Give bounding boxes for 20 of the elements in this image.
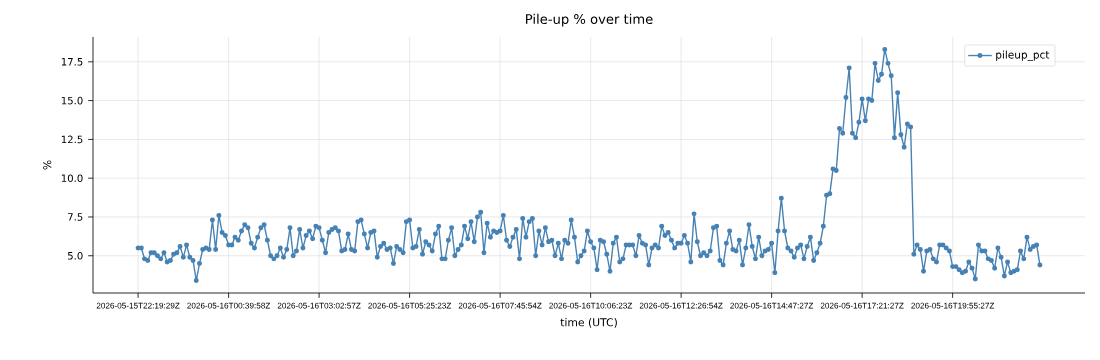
x-axis-title: time (UTC) xyxy=(560,318,617,328)
x-tick-label: 2026-05-15T22:19:29Z xyxy=(96,302,180,309)
x-tick-label: 2026-05-16T03:02:57Z xyxy=(277,302,361,309)
y-tick-label: 10.0 xyxy=(61,174,83,183)
y-axis-title: % xyxy=(43,160,52,170)
x-tick-label: 2026-05-16T19:55:27Z xyxy=(911,302,995,309)
x-tick-label: 2026-05-16T10:06:23Z xyxy=(549,302,633,309)
chart-title: Pile-up % over time xyxy=(526,13,653,27)
y-tick-label: 7.5 xyxy=(68,213,83,221)
y-tick-label: 17.5 xyxy=(61,58,83,66)
y-tick-label: 12.5 xyxy=(61,135,83,144)
x-tick-label: 2026-05-16T00:39:58Z xyxy=(187,302,271,309)
x-tick-label: 2026-05-16T12:26:54Z xyxy=(639,302,723,309)
x-tick-label: 2026-05-16T17:21:27Z xyxy=(820,302,904,309)
x-tick-label: 2026-05-16T07:45:54Z xyxy=(458,302,542,309)
y-tick-label: 15.0 xyxy=(61,96,83,105)
legend-label: pileup_pct xyxy=(996,50,1050,61)
x-tick-label: 2026-05-16T05:25:23Z xyxy=(368,302,452,309)
x-tick-label: 2026-05-16T14:47:27Z xyxy=(730,302,814,309)
y-tick-label: 5.0 xyxy=(67,251,83,260)
